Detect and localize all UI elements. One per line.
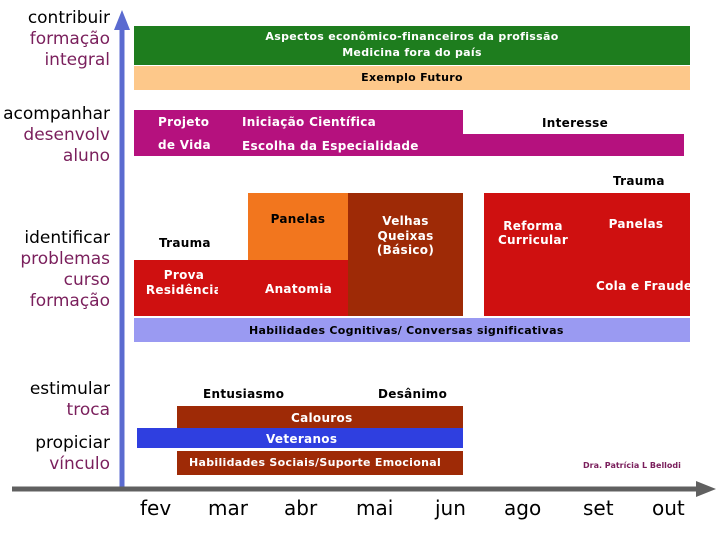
month-mai: mai [356, 496, 394, 520]
reforma-line2: Curricular [497, 233, 569, 247]
cola-fraude-label: Cola e Fraude [596, 279, 693, 293]
prova-line2: Residência [145, 283, 223, 297]
iniciacao-label: Iniciação Científica [242, 115, 377, 129]
veteranos-label: Veteranos [266, 432, 338, 446]
reforma-line1: Reforma [503, 219, 563, 233]
habilidades-sociais-label: Habilidades Sociais/Suporte Emocional [189, 456, 442, 469]
vertical-axis-arrow [114, 10, 130, 30]
month-fev: fev [140, 496, 172, 520]
month-ago: ago [504, 496, 542, 520]
anatomia-box [218, 260, 348, 316]
row-label-contribuir: contribuir formação integral [27, 8, 110, 70]
exemplo-futuro-label: Exemplo Futuro [361, 71, 463, 84]
iniciacao-bar [134, 110, 463, 134]
panelas-right-label: Panelas [608, 217, 664, 231]
trauma-left-label: Trauma [159, 236, 211, 250]
entusiasmo-label: Entusiasmo [203, 387, 285, 401]
exemplo-futuro-bar [134, 66, 690, 90]
velhas-line3: (Básico) [376, 243, 435, 257]
velhas-line1: Velhas [382, 214, 429, 228]
horizontal-axis-arrow [696, 481, 716, 497]
anatomia-label: Anatomia [265, 282, 333, 296]
row-label-estimular: estimular troca [29, 379, 110, 420]
row-label-acompanhar: acompanhar desenvolv aluno [3, 104, 110, 166]
month-abr: abr [284, 496, 318, 520]
month-mar: mar [208, 496, 248, 520]
aspectos-bar [134, 26, 690, 65]
projeto-label: Projeto [158, 115, 210, 129]
aspectos-line2: Medicina fora do país [342, 46, 482, 59]
row-label-propiciar: propiciar vínculo [35, 433, 110, 474]
desanimo-label: Desânimo [378, 387, 448, 401]
trauma-right-label: Trauma [613, 174, 665, 188]
velhas-queixas-box [348, 193, 463, 316]
prova-line1: Prova [163, 268, 205, 282]
escolha-label: Escolha da Especialidade [242, 139, 419, 153]
habilidades-cognitivas-bar [134, 318, 690, 342]
calouros-label: Calouros [291, 411, 353, 425]
panelas-right-box [582, 193, 690, 260]
month-set: set [583, 496, 614, 520]
interesse-label: Interesse [542, 116, 609, 130]
panelas-center-label: Panelas [270, 212, 326, 226]
row-label-identificar: identificar problemas curso formação [20, 228, 110, 311]
prova-residencia-box [134, 260, 218, 316]
calouros-bar [177, 406, 463, 428]
month-jun: jun [435, 496, 466, 520]
reforma-curricular-box [484, 193, 582, 316]
interesse-spacer [463, 110, 690, 134]
cola-fraude-box [582, 260, 690, 316]
month-out: out [652, 496, 685, 520]
author-credit: Dra. Patrícia L Bellodi [583, 461, 681, 470]
escolha-bar [134, 134, 684, 156]
de-vida-label: de Vida [158, 138, 211, 152]
habilidades-sociais-bar [177, 451, 463, 475]
habilidades-cognitivas-label: Habilidades Cognitivas/ Conversas signif… [249, 324, 564, 337]
velhas-line2: Queixas [377, 229, 434, 243]
aspectos-line1: Aspectos econômico-financeiros da profis… [265, 30, 559, 43]
veteranos-bar [137, 428, 463, 448]
